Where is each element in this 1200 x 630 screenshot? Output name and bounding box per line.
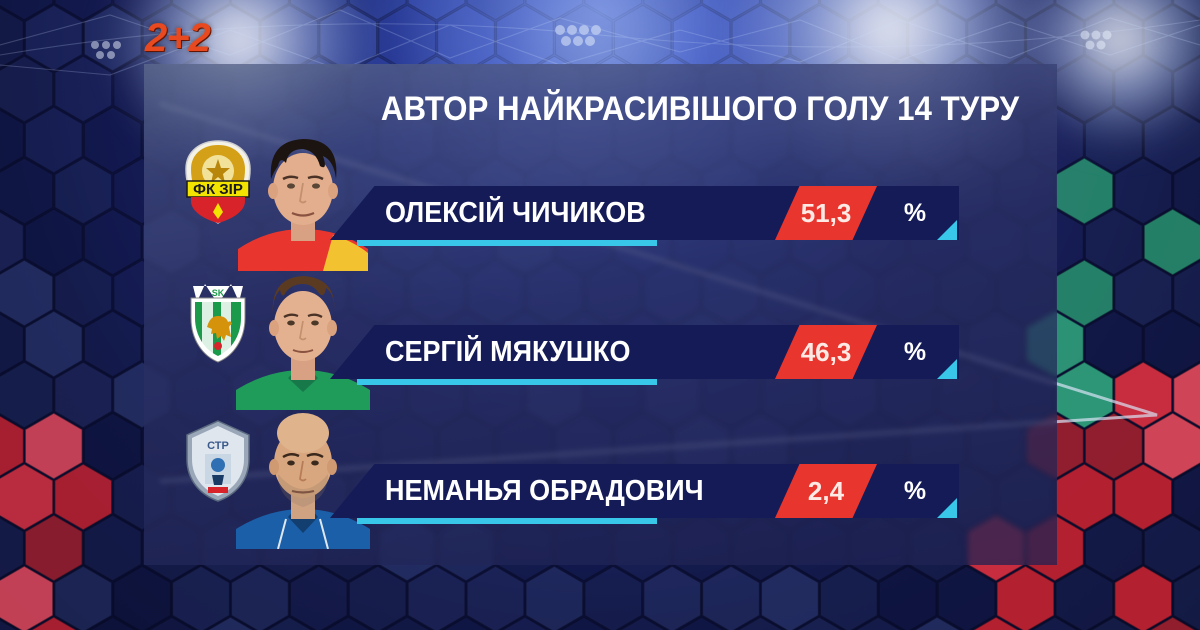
svg-text:СТР: СТР [207,440,229,452]
svg-text:SK: SK [212,288,225,298]
svg-text:ФК ЗІР: ФК ЗІР [193,181,243,198]
